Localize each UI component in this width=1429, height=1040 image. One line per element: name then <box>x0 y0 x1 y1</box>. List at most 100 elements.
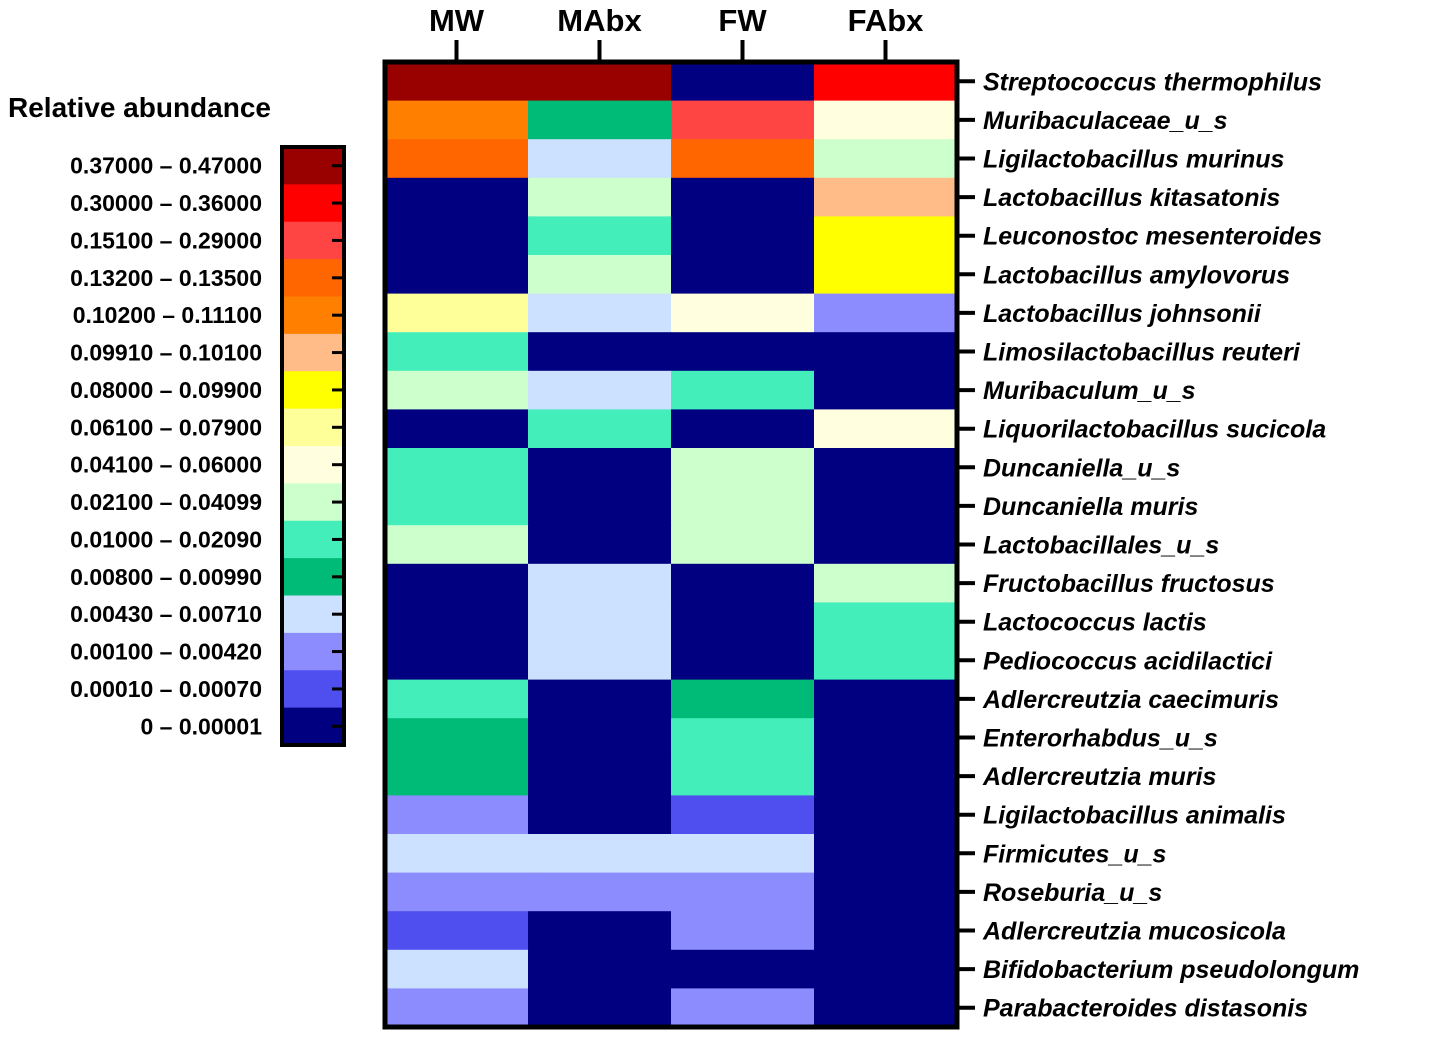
row-label: Ligilactobacillus animalis <box>983 802 1286 830</box>
heatmap-cell-r9-c0 <box>385 409 529 449</box>
legend-range-label-15: 0 – 0.00001 <box>140 713 262 739</box>
heatmap-cell-r21-c2 <box>671 872 815 912</box>
heatmap-cell-r24-c2 <box>671 988 815 1028</box>
heatmap-cell-r22-c3 <box>814 911 958 951</box>
heatmap-cell-r16-c0 <box>385 679 529 719</box>
heatmap-cell-r2-c1 <box>528 139 672 179</box>
heatmap-cell-r3-c1 <box>528 177 672 217</box>
heatmap-cell-r16-c1 <box>528 679 672 719</box>
heatmap-cell-r3-c2 <box>671 177 815 217</box>
legend-title: Relative abundance <box>8 92 271 123</box>
heatmap-cell-r4-c2 <box>671 216 815 256</box>
legend-range-label-12: 0.00430 – 0.00710 <box>70 601 262 627</box>
heatmap-cell-r18-c2 <box>671 756 815 796</box>
heatmap-cell-r7-c3 <box>814 332 958 372</box>
row-label: Ligilactobacillus murinus <box>983 146 1285 174</box>
heatmap-cell-r6-c1 <box>528 293 672 333</box>
heatmap-cell-r24-c3 <box>814 988 958 1028</box>
heatmap-cell-r0-c3 <box>814 62 958 102</box>
legend-range-label-1: 0.30000 – 0.36000 <box>70 190 262 216</box>
column-label-mabx: MAbx <box>557 3 642 38</box>
heatmap-cell-r0-c2 <box>671 62 815 102</box>
heatmap-cell-r9-c1 <box>528 409 672 449</box>
heatmap-cell-r21-c1 <box>528 872 672 912</box>
heatmap-cell-r15-c0 <box>385 641 529 681</box>
row-label: Lactococcus lactis <box>983 609 1207 637</box>
heatmap-cell-r11-c0 <box>385 486 529 526</box>
heatmap-cell-r8-c0 <box>385 370 529 410</box>
row-label: Adlercreutzia mucosicola <box>982 918 1286 946</box>
row-label: Liquorilactobacillus sucicola <box>983 416 1326 444</box>
column-label-mw: MW <box>429 3 485 38</box>
heatmap-cell-r8-c2 <box>671 370 815 410</box>
heatmap-cell-r2-c3 <box>814 139 958 179</box>
heatmap-grid <box>382 59 960 1030</box>
heatmap-cell-r20-c1 <box>528 834 672 874</box>
column-labels: MW MAbx FW FAbx <box>429 3 924 62</box>
row-label: Duncaniella_u_s <box>983 454 1180 482</box>
legend: Relative abundance 0.37000 – 0.47000 0.300… <box>8 92 346 747</box>
heatmap-cell-r5-c1 <box>528 255 672 295</box>
row-label: Adlercreutzia muris <box>982 763 1217 791</box>
row-label: Leuconostoc mesenteroides <box>983 223 1322 251</box>
row-label: Lactobacillus amylovorus <box>983 261 1290 289</box>
heatmap-cell-r9-c2 <box>671 409 815 449</box>
heatmap-cell-r11-c3 <box>814 486 958 526</box>
heatmap-cell-r19-c3 <box>814 795 958 835</box>
heatmap-cell-r12-c3 <box>814 525 958 565</box>
heatmap-cell-r14-c1 <box>528 602 672 642</box>
heatmap-cell-r20-c2 <box>671 834 815 874</box>
row-label: Pediococcus acidilactici <box>983 647 1273 675</box>
heatmap-cell-r4-c0 <box>385 216 529 256</box>
legend-range-label-5: 0.09910 – 0.10100 <box>70 340 262 366</box>
row-label: Streptococcus thermophilus <box>983 68 1322 96</box>
heatmap-cell-r22-c2 <box>671 911 815 951</box>
heatmap-cell-r10-c1 <box>528 448 672 488</box>
legend-range-label-14: 0.00010 – 0.00070 <box>70 676 262 702</box>
heatmap-cell-r4-c3 <box>814 216 958 256</box>
heatmap-cell-r13-c2 <box>671 563 815 603</box>
heatmap-cell-r6-c0 <box>385 293 529 333</box>
row-label: Enterorhabdus_u_s <box>983 725 1218 753</box>
heatmap-cell-r22-c0 <box>385 911 529 951</box>
heatmap-cell-r7-c1 <box>528 332 672 372</box>
heatmap-cell-r8-c3 <box>814 370 958 410</box>
heatmap-cell-r11-c2 <box>671 486 815 526</box>
heatmap-cell-r21-c3 <box>814 872 958 912</box>
heatmap-cell-r20-c0 <box>385 834 529 874</box>
heatmap-cell-r14-c0 <box>385 602 529 642</box>
legend-range-label-3: 0.13200 – 0.13500 <box>70 265 262 291</box>
row-labels: Streptococcus thermophilus Muribaculaceae… <box>957 68 1359 1023</box>
heatmap-cell-r24-c0 <box>385 988 529 1028</box>
heatmap-cell-r1-c0 <box>385 100 529 140</box>
row-label: Lactobacillus kitasatonis <box>983 184 1280 212</box>
heatmap-cell-r23-c0 <box>385 949 529 989</box>
row-label: Adlercreutzia caecimuris <box>982 686 1279 714</box>
heatmap-cell-r5-c2 <box>671 255 815 295</box>
heatmap-cell-r1-c3 <box>814 100 958 140</box>
heatmap-cell-r19-c1 <box>528 795 672 835</box>
heatmap-cell-r23-c3 <box>814 949 958 989</box>
legend-range-label-0: 0.37000 – 0.47000 <box>70 153 262 179</box>
heatmap-cell-r10-c2 <box>671 448 815 488</box>
heatmap-cell-r18-c1 <box>528 756 672 796</box>
row-label: Roseburia_u_s <box>983 879 1162 907</box>
heatmap-cell-r3-c0 <box>385 177 529 217</box>
heatmap-cell-r15-c1 <box>528 641 672 681</box>
heatmap-cell-r21-c0 <box>385 872 529 912</box>
heatmap-cell-r12-c0 <box>385 525 529 565</box>
heatmap-cell-r1-c1 <box>528 100 672 140</box>
heatmap-cell-r15-c2 <box>671 641 815 681</box>
heatmap-cell-r2-c2 <box>671 139 815 179</box>
heatmap-cell-r16-c3 <box>814 679 958 719</box>
heatmap-cell-r19-c0 <box>385 795 529 835</box>
heatmap-cell-r23-c2 <box>671 949 815 989</box>
row-label: Muribaculum_u_s <box>983 377 1196 405</box>
heatmap-cell-r6-c3 <box>814 293 958 333</box>
row-label: Lactobacillales_u_s <box>983 532 1219 560</box>
row-label: Firmicutes_u_s <box>983 840 1167 868</box>
legend-range-label-10: 0.01000 – 0.02090 <box>70 526 262 552</box>
heatmap-cell-r18-c0 <box>385 756 529 796</box>
legend-frame <box>280 145 346 747</box>
